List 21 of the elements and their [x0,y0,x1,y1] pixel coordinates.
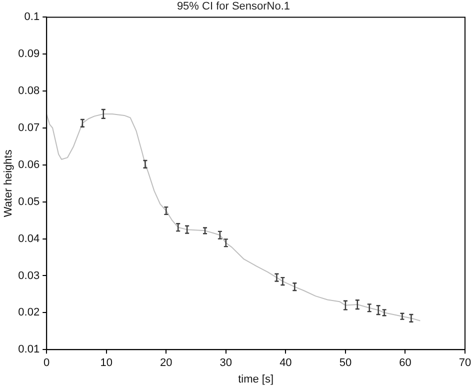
x-tick-label: 10 [100,357,113,370]
x-tick-label: 50 [339,357,352,370]
y-tick-label: 0.08 [18,85,40,98]
x-tick-label: 70 [458,357,472,370]
y-tick-label: 0.04 [18,232,40,245]
y-tick-label: 0.1 [24,11,40,24]
x-axis-title: time [s] [238,373,274,386]
x-tick-label: 0 [44,357,50,370]
x-tick-label: 40 [280,357,292,370]
x-tick-label: 60 [399,357,412,370]
x-tick-label: 30 [220,357,232,370]
chart-title: 95% CI for SensorNo.1 [176,0,290,13]
y-tick-label: 0.02 [18,306,40,319]
y-tick-label: 0.07 [18,122,40,134]
y-tick-label: 0.03 [18,270,40,282]
y-axis-title: Water heights [2,149,15,218]
y-tick-label: 0.05 [18,196,40,208]
y-tick-label: 0.06 [18,158,40,171]
y-tick-label: 0.01 [18,344,40,356]
x-tick-label: 20 [160,357,172,370]
y-tick-label: 0.09 [18,48,40,60]
